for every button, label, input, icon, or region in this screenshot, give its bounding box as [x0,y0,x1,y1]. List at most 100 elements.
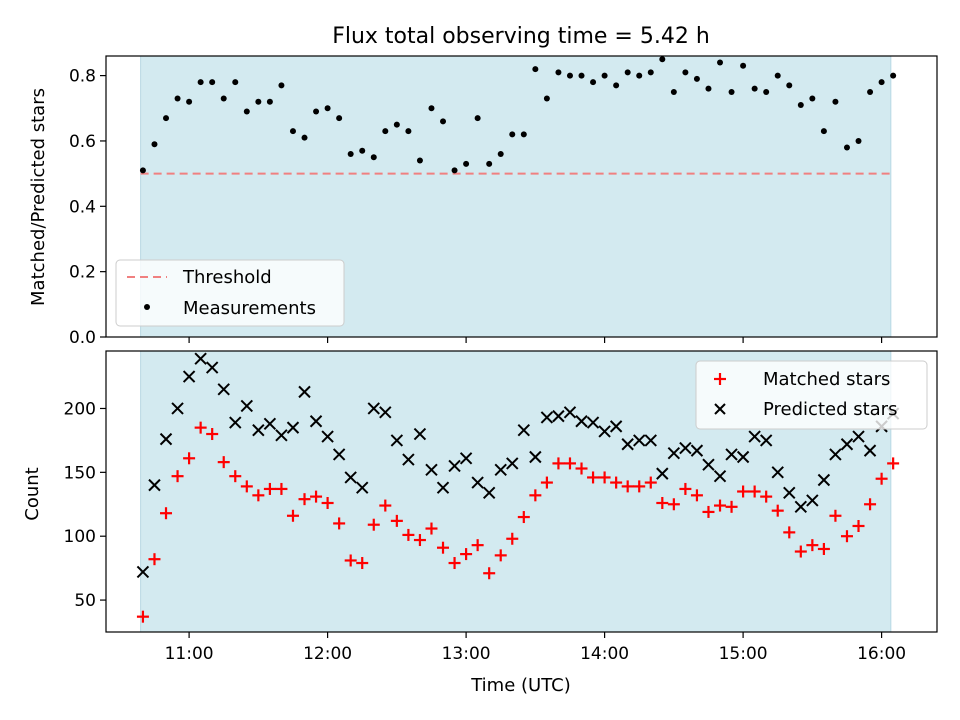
predicted-star-point [586,416,600,429]
predicted-stars-points [136,352,900,579]
predicted-star-point [794,500,808,514]
predicted-star-point [471,476,484,489]
top-y-ticks: 0.0 0.2 0.4 0.6 0.8 [69,67,106,348]
predicted-star-point [136,565,150,579]
matched-star-point [563,457,576,470]
matched-star-point [633,480,646,493]
bottom-y-ticks: 50 100 150 200 [64,399,106,611]
legend-predicted-label: Predicted stars [763,399,897,420]
matched-star-point [806,539,819,552]
measurement-point [405,128,412,135]
measurement-point [451,167,458,174]
top-y-tick-label: 0.2 [69,263,96,283]
bottom-y-tick-label: 200 [64,399,96,419]
measurement-point [809,95,816,102]
matched-star-point [517,511,530,524]
bottom-y-tick-label: 100 [64,527,96,547]
predicted-star-point [540,411,554,424]
matched-star-point [552,457,565,470]
measurement-point [139,167,146,174]
bottom-x-tick-label: 13:00 [442,644,491,664]
matched-star-point [540,476,553,489]
legend-predicted-swatch [714,403,726,415]
predicted-star-point [286,421,300,434]
predicted-star-point [690,444,704,457]
predicted-star-point [482,486,496,499]
bottom-x-ticks: 11:00 12:00 13:00 14:00 15:00 16:00 [165,632,906,664]
predicted-star-point [275,429,288,442]
predicted-star-point [217,383,230,396]
matched-star-point [448,557,461,570]
measurement-point [786,82,793,89]
matched-star-point [437,541,450,554]
predicted-star-point [736,450,750,464]
predicted-star-point [205,361,219,374]
matched-star-point [494,549,507,562]
bottom-x-tick-label: 11:00 [165,644,214,664]
bottom-y-tick-label: 150 [64,463,96,483]
top-axes-frame [105,55,938,338]
matched-star-point [183,452,196,465]
predicted-star-point [806,494,819,507]
matched-star-point [829,509,842,522]
measurement-point [393,121,400,128]
matched-star-point [310,490,323,503]
matched-star-point [367,518,380,531]
measurement-point [474,115,481,122]
matched-star-point [529,489,542,502]
predicted-star-point [552,409,565,423]
predicted-star-point [575,415,588,428]
predicted-star-point [298,385,311,399]
measurement-point [867,88,874,95]
predicted-star-point [840,438,854,451]
predicted-star-point [563,406,577,419]
measurement-point [763,88,770,95]
measurement-point [301,134,308,141]
bottom-x-tick-label: 16:00 [857,644,906,664]
measurement-points [139,56,897,174]
predicted-star-point [517,423,531,437]
matched-stars-points [136,421,900,623]
measurement-point [313,108,320,115]
legend-matched-swatch [714,373,726,385]
matched-star-point [725,500,738,513]
predicted-star-point [863,444,877,457]
measurement-point [659,56,666,63]
measurement-point [670,88,677,95]
predicted-star-point [425,463,438,476]
measurement-point [197,79,204,86]
matched-star-point [575,462,588,475]
predicted-star-point [783,486,796,499]
top-y-tick-label: 0.8 [69,67,96,87]
measurement-point [209,79,216,86]
matched-star-point [771,504,784,517]
predicted-star-point [679,441,692,455]
matched-star-point [667,498,680,511]
predicted-star-point [379,406,392,419]
measurement-point [578,72,585,79]
predicted-star-point [829,448,842,461]
measurement-point [717,59,724,66]
matched-star-point [587,471,600,484]
top-x-ticks [188,337,883,343]
predicted-star-point [633,434,646,447]
matched-star-point [702,505,715,518]
predicted-star-point [309,415,323,428]
measurement-point [820,128,827,135]
predicted-star-point [817,473,831,487]
measurement-point [740,62,747,69]
measurement-point [843,144,850,151]
top-panel: Flux total observing time = 5.42 h 0.00.… [28,24,938,348]
matched-star-point [852,519,865,532]
predicted-star-point [852,430,865,443]
matched-star-point [875,472,888,485]
matched-star-point [217,456,230,469]
matched-star-point [748,485,761,498]
matched-star-point [390,514,403,527]
bottom-x-tick-label: 12:00 [303,644,352,664]
measurement-point [647,69,654,76]
predicted-star-point [390,434,404,447]
measurement-point [636,72,643,79]
matched-star-point [240,480,253,493]
bottom-legend-box [695,360,928,430]
